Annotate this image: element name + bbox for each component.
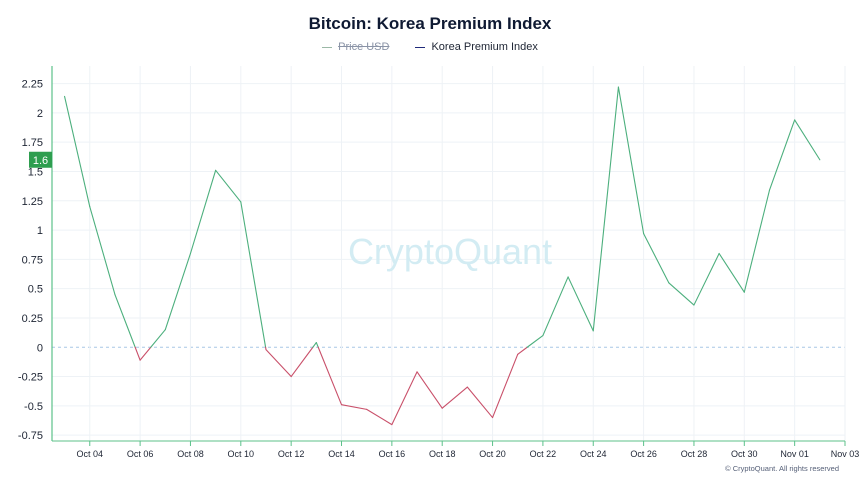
series-segment: [794, 119, 821, 161]
x-axis-labels: Oct 04 Oct 06 Oct 08 Oct 10 Oct 12 Oct 14 Oct …: [77, 449, 860, 459]
x-tick-label: Oct 20: [479, 449, 506, 459]
x-tick-label: Oct 22: [530, 449, 557, 459]
y-tick-label: 1.25: [22, 196, 43, 208]
current-value-badge: 1.6: [29, 151, 52, 168]
series-segment: [366, 408, 393, 426]
series-segment: [89, 206, 116, 296]
legend-item-price-usd[interactable]: Price USD: [322, 41, 389, 53]
copyright-footer: © CryptoQuant. All rights reserved: [725, 464, 839, 473]
y-tick-label: 1.5: [28, 166, 43, 178]
y-tick-label: 2.25: [22, 79, 43, 91]
x-tick-label: Nov 03: [831, 449, 860, 459]
current-value-badge-label: 1.6: [33, 155, 48, 167]
x-tick-label: Oct 06: [127, 449, 154, 459]
series-segment: [240, 201, 267, 348]
chart-title: Bitcoin: Korea Premium Index: [308, 14, 552, 33]
series-segment: [391, 371, 418, 426]
series-segment: [718, 252, 745, 293]
y-tick-label: 1: [37, 225, 43, 237]
series-segment: [592, 86, 619, 332]
y-tick-label: -0.75: [18, 430, 43, 442]
x-tick-label: Oct 18: [429, 449, 456, 459]
y-tick-label: 0: [37, 342, 43, 354]
series-segment: [466, 386, 494, 419]
series-segment: [340, 404, 368, 410]
series-segment: [317, 346, 343, 406]
legend-item-korea-premium-index[interactable]: Korea Premium Index: [415, 41, 538, 53]
series-segment: [189, 169, 217, 255]
series-segment: [542, 276, 569, 337]
x-tick-label: Oct 04: [77, 449, 104, 459]
x-tick-label: Oct 16: [379, 449, 406, 459]
series-segment: [517, 346, 528, 355]
axes: [51, 66, 846, 446]
series-segment: [134, 346, 141, 361]
y-axis-labels: 2.25 2 1.75 1.5 1.25 1 0.75 0.5 0.25 0 -0.25 -0.5 -0…: [18, 79, 43, 443]
legend-swatch-price-usd: [322, 46, 333, 48]
x-tick-label: Oct 26: [630, 449, 657, 459]
series-korea-premium-index: [64, 86, 821, 426]
series-segment: [290, 346, 314, 378]
legend-swatch-korea-premium-index: [415, 46, 426, 48]
series-segment: [668, 282, 695, 306]
series-segment: [693, 252, 720, 306]
x-tick-label: Oct 24: [580, 449, 607, 459]
series-segment: [643, 233, 670, 284]
series-segment: [315, 342, 319, 348]
grid-lines: [52, 66, 846, 441]
legend-label-korea-premium-index: Korea Premium Index: [431, 41, 538, 53]
series-segment: [139, 346, 152, 361]
chart-legend: Price USD Korea Premium Index: [0, 41, 860, 53]
y-tick-label: 0.25: [22, 313, 43, 325]
series-segment: [768, 119, 796, 191]
series-segment: [215, 169, 242, 203]
x-tick-label: Oct 30: [731, 449, 758, 459]
series-segment: [150, 329, 166, 348]
x-tick-label: Oct 12: [278, 449, 305, 459]
y-tick-label: 0.5: [28, 284, 43, 296]
x-tick-label: Nov 01: [780, 449, 809, 459]
series-segment: [265, 349, 292, 378]
legend-label-price-usd: Price USD: [338, 41, 390, 53]
series-segment: [617, 86, 645, 235]
series-segment: [743, 189, 771, 293]
x-tick-label: Oct 28: [681, 449, 708, 459]
series-segment: [312, 342, 317, 348]
series-segment: [64, 95, 91, 208]
watermark: CryptoQuant: [348, 231, 552, 272]
series-segment: [526, 334, 544, 348]
series-segment: [492, 353, 519, 419]
y-tick-label: 1.75: [22, 137, 43, 149]
y-tick-label: 2: [37, 108, 43, 120]
series-segment: [441, 386, 468, 409]
series-segment: [416, 371, 443, 409]
y-tick-label: -0.5: [24, 401, 43, 413]
series-segment: [164, 252, 192, 331]
x-tick-label: Oct 14: [328, 449, 355, 459]
current-value-badge-bg: [29, 151, 52, 168]
y-tick-label: -0.25: [18, 372, 43, 384]
x-tick-label: Oct 08: [177, 449, 204, 459]
y-tick-label: 0.75: [22, 254, 43, 266]
series-segment: [114, 293, 136, 348]
series-segment: [567, 276, 594, 332]
x-tick-label: Oct 10: [228, 449, 255, 459]
